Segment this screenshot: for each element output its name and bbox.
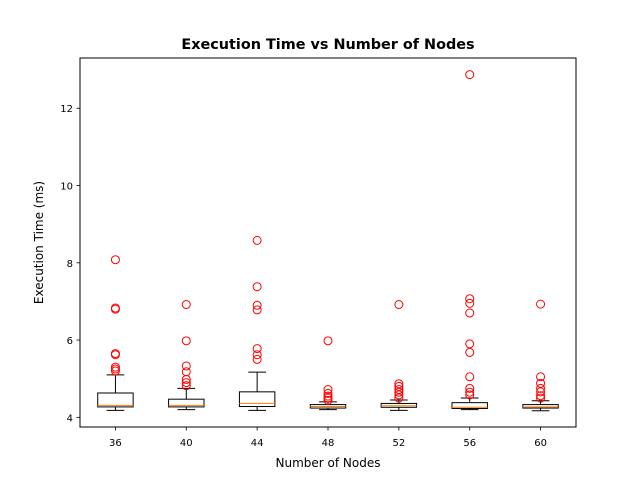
box-group-48 xyxy=(309,336,347,411)
outlier-point xyxy=(181,367,191,377)
x-tick-label: 52 xyxy=(392,438,405,449)
box-group-40 xyxy=(168,300,205,411)
outlier-point xyxy=(323,395,333,405)
outlier-point xyxy=(110,255,120,265)
x-tick-label: 60 xyxy=(534,438,547,449)
x-axis: 36 40 44 48 52 56 60 xyxy=(109,427,547,449)
outlier-point xyxy=(252,235,262,245)
y-axis: 4 6 8 10 12 xyxy=(60,104,80,424)
outlier-point xyxy=(394,300,404,310)
outlier-point xyxy=(323,385,333,395)
y-tick-label: 6 xyxy=(67,336,73,347)
outlier-point xyxy=(252,305,262,315)
outlier-point xyxy=(394,393,404,403)
outlier-point xyxy=(394,381,404,391)
outlier-point xyxy=(465,383,475,393)
outlier-point xyxy=(181,378,191,388)
outlier-point xyxy=(323,391,333,401)
box-group-52 xyxy=(380,300,418,411)
outlier-point xyxy=(252,354,262,364)
outlier-point xyxy=(465,339,475,349)
box xyxy=(168,398,205,408)
outlier-point xyxy=(252,350,262,360)
outlier-point xyxy=(465,294,475,304)
x-tick-label: 36 xyxy=(109,438,122,449)
outlier-point xyxy=(110,349,120,359)
box xyxy=(238,391,276,408)
outlier-point xyxy=(536,387,546,397)
outlier-point xyxy=(181,300,191,310)
box-group-36 xyxy=(97,255,134,411)
outlier-point xyxy=(181,336,191,346)
box-group-44 xyxy=(238,235,276,411)
outlier-point xyxy=(181,361,191,371)
outlier-point xyxy=(394,387,404,397)
x-tick-label: 56 xyxy=(463,438,476,449)
outlier-point xyxy=(252,300,262,310)
x-axis-label: Number of Nodes xyxy=(276,456,381,470)
outlier-point xyxy=(536,299,546,309)
outlier-point xyxy=(394,390,404,400)
outlier-point xyxy=(465,387,475,397)
outlier-point xyxy=(323,388,333,398)
box xyxy=(451,402,488,409)
y-tick-label: 12 xyxy=(60,104,73,115)
outlier-point xyxy=(181,381,191,391)
outlier-point xyxy=(465,308,475,318)
outlier-point xyxy=(110,303,120,313)
x-tick-label: 44 xyxy=(251,438,264,449)
outlier-point xyxy=(536,378,546,388)
y-tick-label: 10 xyxy=(60,182,73,193)
outlier-point xyxy=(323,336,333,346)
x-tick-label: 40 xyxy=(180,438,193,449)
outlier-point xyxy=(252,344,262,354)
outlier-point xyxy=(536,383,546,393)
outlier-point xyxy=(465,372,475,382)
box xyxy=(522,404,559,409)
box xyxy=(97,392,134,408)
outlier-point xyxy=(536,393,546,403)
outlier-point xyxy=(465,390,475,400)
box-group-60 xyxy=(522,299,559,412)
outlier-point xyxy=(536,372,546,382)
outlier-point xyxy=(465,70,475,80)
outlier-point xyxy=(465,347,475,357)
y-axis-label: Execution Time (ms) xyxy=(32,181,46,304)
y-tick-label: 4 xyxy=(67,413,73,424)
plot-area xyxy=(80,58,576,427)
outlier-point xyxy=(465,298,475,308)
plot-frame xyxy=(79,57,577,428)
x-tick-label: 48 xyxy=(322,438,335,449)
outlier-point xyxy=(394,385,404,395)
y-tick-label: 8 xyxy=(67,259,73,270)
outlier-point xyxy=(536,391,546,401)
outlier-point xyxy=(110,362,120,372)
outlier-point xyxy=(394,379,404,389)
box-group-56 xyxy=(451,70,488,411)
chart-title: Execution Time vs Number of Nodes xyxy=(181,37,474,53)
outlier-point xyxy=(252,282,262,292)
box-plot-marks xyxy=(97,70,559,412)
